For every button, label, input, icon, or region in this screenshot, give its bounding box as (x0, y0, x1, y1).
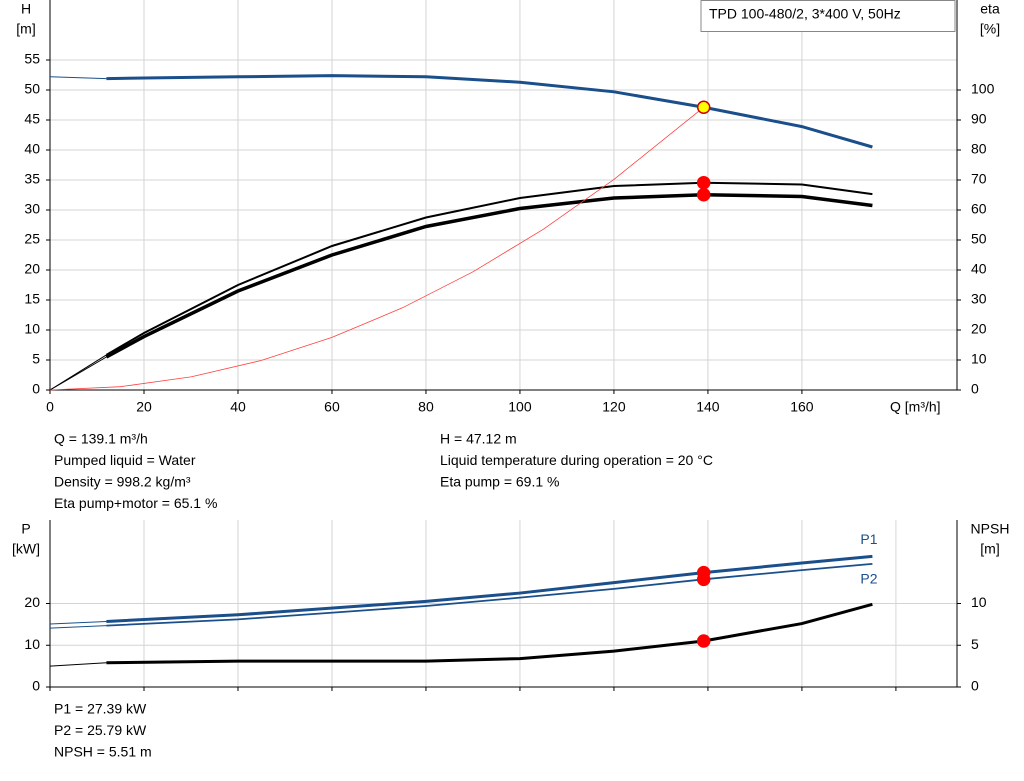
curve (105, 181, 873, 356)
y-tick-label: 15 (24, 291, 40, 307)
readout: Density = 998.2 kg/m³ (54, 474, 191, 490)
operating-point (696, 187, 711, 202)
readout: Q = 139.1 m³/h (54, 431, 148, 447)
y-tick-label: 20 (24, 594, 40, 610)
y2-unit: [m] (980, 541, 999, 557)
x-tick-label: 40 (230, 399, 246, 415)
y2-tick-label: 50 (971, 231, 987, 247)
y-tick-label: 10 (24, 636, 40, 652)
readout: NPSH = 5.51 m (54, 744, 152, 760)
y-tick-label: 10 (24, 321, 40, 337)
y-tick-label: 5 (32, 351, 40, 367)
readout: Pumped liquid = Water (54, 452, 196, 468)
y-tick-label: 50 (24, 81, 40, 97)
curve (106, 74, 873, 149)
y-label: P (21, 521, 30, 537)
curve (106, 602, 873, 665)
curve (49, 76, 107, 80)
readout: H = 47.12 m (440, 431, 517, 447)
operating-point (696, 572, 711, 587)
y-tick-label: 25 (24, 231, 40, 247)
y-tick-label: 40 (24, 141, 40, 157)
y-tick-label: 55 (24, 51, 40, 67)
curve (106, 562, 873, 627)
y2-tick-label: 80 (971, 141, 987, 157)
readout: Liquid temperature during operation = 20… (440, 452, 713, 468)
y2-tick-label: 60 (971, 201, 987, 217)
x-tick-label: 140 (696, 399, 720, 415)
y-label: H (21, 1, 31, 17)
curve-label: P1 (860, 531, 877, 547)
y2-tick-label: 10 (971, 594, 987, 610)
curve-label: P2 (860, 571, 877, 587)
curve (49, 356, 107, 391)
y-unit: [m] (16, 21, 35, 37)
chart-title: TPD 100-480/2, 3*400 V, 50Hz (709, 6, 901, 22)
y2-tick-label: 90 (971, 111, 987, 127)
curve (49, 662, 107, 667)
y2-tick-label: 0 (971, 678, 979, 694)
x-tick-label: 60 (324, 399, 340, 415)
readout: P2 = 25.79 kW (54, 722, 147, 738)
y-unit: [kW] (12, 541, 40, 557)
y-tick-label: 20 (24, 261, 40, 277)
x-label: Q [m³/h] (890, 399, 941, 415)
x-tick-label: 0 (46, 399, 54, 415)
y2-tick-label: 100 (971, 81, 995, 97)
curve (49, 625, 107, 629)
y2-tick-label: 30 (971, 291, 987, 307)
x-tick-label: 80 (418, 399, 434, 415)
operating-point (696, 175, 711, 190)
operating-point (696, 634, 711, 648)
curve (49, 106, 704, 391)
y2-tick-label: 5 (971, 636, 979, 652)
y2-tick-label: 40 (971, 261, 987, 277)
x-tick-label: 20 (136, 399, 152, 415)
readout: Eta pump = 69.1 % (440, 474, 559, 490)
y2-label: NPSH (971, 521, 1010, 537)
title-box (700, 0, 956, 32)
x-tick-label: 160 (790, 399, 814, 415)
y-tick-label: 0 (32, 381, 40, 397)
y-tick-label: 0 (32, 678, 40, 694)
y2-tick-label: 70 (971, 171, 987, 187)
x-tick-label: 100 (508, 399, 532, 415)
y-tick-label: 30 (24, 201, 40, 217)
y2-label: eta (980, 1, 1000, 17)
readout: P1 = 27.39 kW (54, 701, 147, 717)
y2-unit: [%] (980, 21, 1000, 37)
x-tick-label: 120 (602, 399, 626, 415)
curve (105, 192, 873, 359)
curve (49, 620, 107, 625)
y-tick-label: 35 (24, 171, 40, 187)
operating-point (696, 100, 711, 115)
readout: Eta pump+motor = 65.1 % (54, 495, 217, 511)
curve (106, 554, 873, 623)
y2-tick-label: 20 (971, 321, 987, 337)
y2-tick-label: 0 (971, 381, 979, 397)
y-tick-label: 45 (24, 111, 40, 127)
y2-tick-label: 10 (971, 351, 987, 367)
